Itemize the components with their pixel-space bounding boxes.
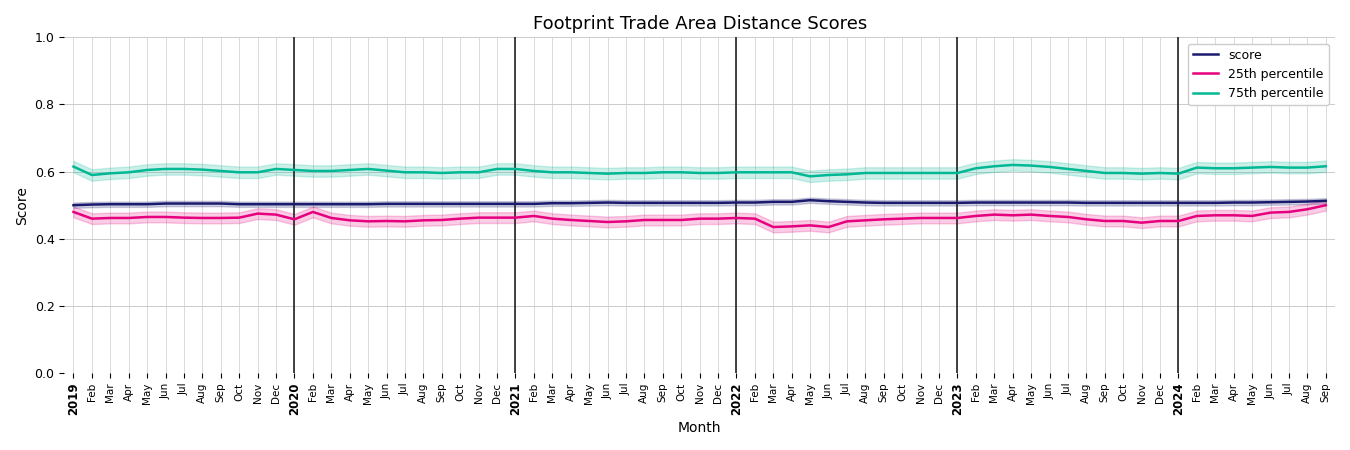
25th percentile xyxy=(158,214,174,220)
25th percentile xyxy=(1299,207,1315,212)
score xyxy=(305,202,321,207)
score xyxy=(471,201,487,207)
75th percentile xyxy=(305,168,321,174)
Y-axis label: Score: Score xyxy=(15,186,28,225)
75th percentile xyxy=(267,166,284,171)
Line: 75th percentile: 75th percentile xyxy=(73,165,1326,176)
25th percentile xyxy=(802,223,818,228)
25th percentile xyxy=(489,215,505,220)
25th percentile xyxy=(765,225,782,230)
score xyxy=(1299,199,1315,204)
25th percentile xyxy=(471,215,487,220)
75th percentile xyxy=(1318,163,1334,169)
Line: 25th percentile: 25th percentile xyxy=(73,205,1326,227)
Title: Footprint Trade Area Distance Scores: Footprint Trade Area Distance Scores xyxy=(532,15,867,33)
score xyxy=(158,201,174,206)
score xyxy=(489,201,505,207)
25th percentile xyxy=(1318,202,1334,208)
score xyxy=(802,198,818,203)
score xyxy=(1318,198,1334,203)
score xyxy=(783,199,799,205)
75th percentile xyxy=(783,170,799,175)
25th percentile xyxy=(305,209,321,215)
75th percentile xyxy=(1060,166,1076,171)
75th percentile xyxy=(158,166,174,171)
X-axis label: Month: Month xyxy=(678,421,721,435)
75th percentile xyxy=(1299,165,1315,170)
Legend: score, 25th percentile, 75th percentile: score, 25th percentile, 75th percentile xyxy=(1188,44,1328,105)
75th percentile xyxy=(65,164,81,169)
75th percentile xyxy=(1004,162,1021,167)
75th percentile xyxy=(802,174,818,179)
Line: score: score xyxy=(73,200,1326,205)
25th percentile xyxy=(65,209,81,215)
score xyxy=(65,202,81,208)
